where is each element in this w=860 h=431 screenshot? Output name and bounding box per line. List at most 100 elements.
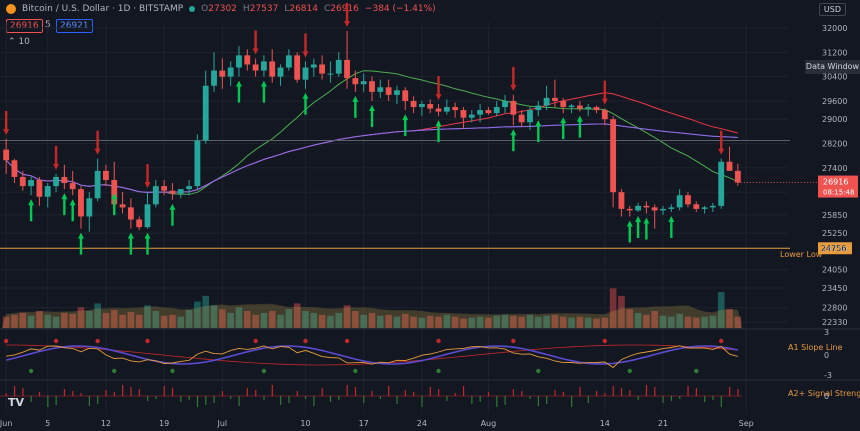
volume-bar (568, 317, 575, 328)
indicator-a2-bar (587, 396, 589, 403)
open-label: O (201, 4, 209, 14)
buy-signal-arrow (576, 115, 583, 138)
volume-bar (410, 316, 417, 328)
buy-price-button[interactable]: 26921 (56, 19, 93, 33)
indicator-a2-bar (388, 386, 390, 396)
candle-body (493, 107, 500, 114)
indicator-a1-sell-dot (53, 338, 59, 344)
volume-bar (526, 314, 534, 328)
y-tick-label: 22800 (822, 304, 847, 313)
indicator-a2-bar (604, 393, 606, 396)
volume-bar (85, 311, 93, 328)
indicator-a2-bar (88, 396, 91, 406)
y-tick-label: 28200 (822, 140, 847, 149)
buy-signal-arrow (626, 220, 633, 243)
volume-bar (360, 314, 368, 328)
candle-body (28, 180, 35, 187)
indicator-a2-bar (188, 396, 190, 400)
indicator-a1-buy-dot (28, 368, 34, 374)
candle-body (535, 105, 542, 111)
indicator-a2-bar (296, 391, 298, 396)
volume-bar (734, 316, 742, 328)
candle-body (277, 67, 284, 77)
indicator-a2-bar (379, 396, 382, 399)
y-tick-label: 25850 (822, 211, 847, 220)
volume-bar (318, 314, 326, 328)
indicator-a1-buy-dot (112, 368, 117, 374)
indicator-a2-bar (704, 396, 706, 402)
candle-body (152, 186, 159, 205)
volume-bar (601, 317, 609, 328)
buy-signal-arrow (69, 199, 76, 222)
indicator-a2-bar (47, 396, 49, 407)
indicator-a2-bar (546, 396, 548, 404)
candle-body (86, 198, 93, 217)
volume-bar (701, 316, 708, 328)
indicator-a2-bar (471, 396, 473, 404)
buy-signal-arrow (435, 120, 442, 143)
sell-signal-arrow (252, 30, 259, 55)
volume-bar (210, 305, 218, 328)
candle-body (285, 55, 292, 68)
volume-bar (476, 316, 484, 328)
candle-body (643, 205, 650, 208)
volume-bar (285, 309, 293, 328)
candle-body (660, 208, 666, 211)
candle-countdown-text: 08:15:48 (823, 189, 854, 197)
candle-body (726, 161, 733, 171)
candle-body (186, 186, 192, 190)
candle-body (61, 176, 68, 184)
volume-bar (559, 316, 567, 328)
candle-body (418, 104, 425, 108)
candle-body (601, 110, 608, 120)
indicator-a1-red-line (6, 344, 738, 366)
candle-body (103, 170, 109, 181)
indicator-a2-bar (313, 396, 315, 406)
indicator-a1-sell-dot (436, 338, 441, 344)
current-price-tag (818, 175, 858, 198)
candle-body (294, 55, 301, 80)
indicator-a2-bar (338, 396, 340, 400)
indicator-a2-bar (521, 391, 523, 396)
volume-bar (510, 315, 517, 328)
indicator-a1-blue-line (6, 345, 738, 365)
indicator-a2-bar (737, 389, 739, 396)
candle-body (394, 90, 400, 95)
candle-body (460, 110, 467, 118)
y-tick-label: 30400 (822, 73, 847, 82)
candle-body (485, 110, 492, 114)
y-tick-label: 23450 (822, 284, 847, 293)
candle-body (327, 73, 334, 75)
volume-bar (102, 312, 110, 328)
candle-body (518, 114, 525, 123)
candle-body (19, 176, 26, 187)
sell-signal-arrow (3, 110, 10, 135)
currency-button[interactable]: USD (818, 3, 846, 16)
volume-bar (235, 307, 243, 328)
candle-body (144, 204, 151, 228)
indicator-a2-bar (304, 396, 307, 399)
indicator-a2-bar (695, 388, 697, 396)
indicator-a2-bar (196, 396, 199, 407)
volume-bar (460, 318, 467, 328)
indicator-a1-sell-dot (95, 338, 100, 344)
volume-bar (2, 316, 10, 328)
symbol-title[interactable]: Bitcoin / U.S. Dollar · 1D · BITSTAMP (22, 4, 184, 14)
volume-bar (676, 313, 683, 328)
indicator-a2-bar (155, 396, 157, 399)
buy-signal-arrow (635, 215, 642, 238)
indicator-count: 10 (18, 37, 30, 47)
volume-bar (468, 317, 476, 328)
indicator-a2-bar (479, 396, 481, 402)
volume-bar (335, 312, 343, 328)
indicator-a2-bar (496, 396, 498, 407)
indicator-a2-bar (5, 393, 7, 396)
indicator-a2-bar (504, 396, 506, 405)
candle-body (119, 204, 126, 208)
indicator-a2-bar (30, 396, 32, 402)
indicators-toggle[interactable]: ⌃ 10 (8, 37, 30, 47)
candle-body (402, 90, 409, 101)
buy-signal-arrow (643, 217, 650, 240)
indicator-a1-sell-dot (253, 338, 258, 344)
